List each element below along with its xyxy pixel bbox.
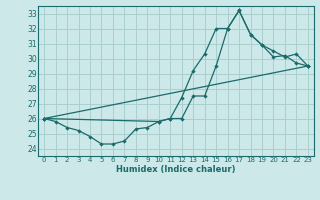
X-axis label: Humidex (Indice chaleur): Humidex (Indice chaleur) xyxy=(116,165,236,174)
